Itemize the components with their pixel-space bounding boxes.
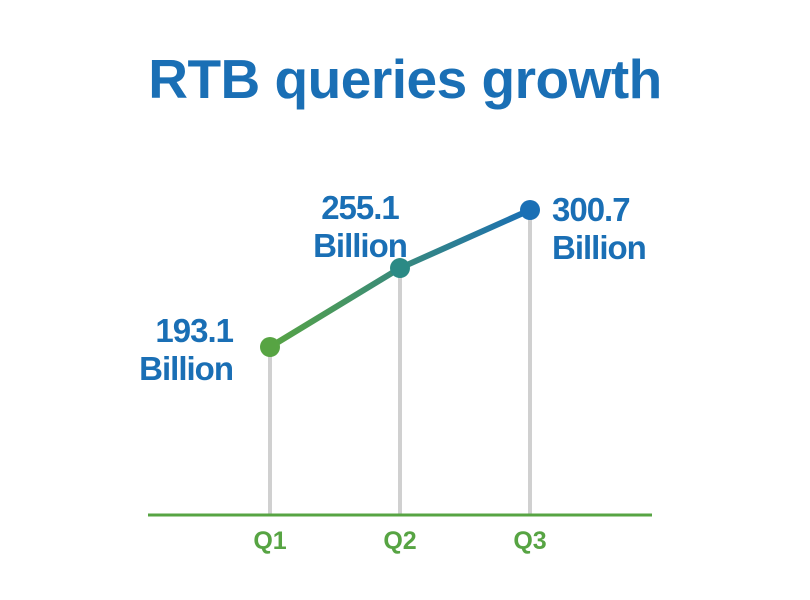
value-unit: Billion — [139, 350, 233, 387]
data-point-q1 — [260, 337, 280, 357]
value-label-q3: 300.7 Billion — [552, 191, 646, 266]
value-unit: Billion — [313, 227, 407, 264]
value-number: 300.7 — [552, 191, 630, 228]
chart-title: RTB queries growth — [148, 48, 662, 110]
x-tick-label-q2: Q2 — [383, 527, 416, 555]
value-label-q1: 193.1 Billion — [139, 312, 233, 387]
value-number: 255.1 — [321, 189, 399, 226]
drop-lines — [268, 210, 532, 515]
x-tick-label-q3: Q3 — [513, 527, 546, 555]
x-tick-labels: Q1 Q2 Q3 — [253, 527, 546, 555]
data-points — [260, 200, 540, 357]
x-tick-label-q1: Q1 — [253, 527, 286, 555]
data-point-q2 — [390, 258, 410, 279]
value-label-q2: 255.1 Billion — [313, 189, 407, 264]
data-point-q3 — [520, 200, 540, 220]
value-number: 193.1 — [155, 312, 233, 349]
value-unit: Billion — [552, 229, 646, 266]
